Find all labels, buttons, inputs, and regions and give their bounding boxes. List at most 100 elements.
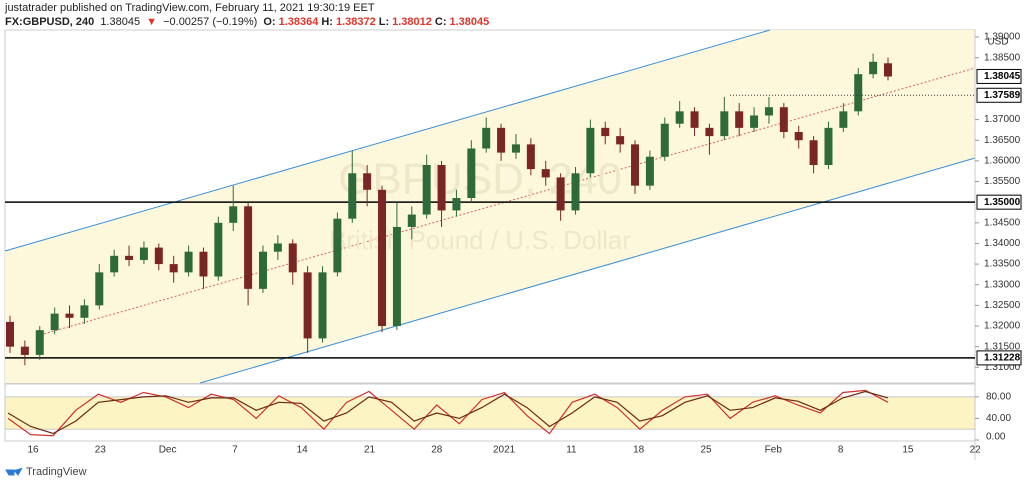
y-tick-label: 1.35500: [984, 176, 1021, 187]
y-tick-label: 1.33000: [984, 279, 1021, 290]
ohlc-value: 1.38045: [449, 16, 490, 28]
x-tick-label: 8: [838, 445, 844, 456]
logo: [5, 467, 23, 476]
ohlc-label: H:: [321, 16, 333, 28]
x-tick-label: 7: [232, 445, 238, 456]
candle-body: [229, 206, 238, 223]
candle-body: [95, 272, 104, 306]
candle-body: [139, 247, 148, 260]
watermark-sub: British Pound / U.S. Dollar: [329, 225, 631, 255]
candle-body: [214, 222, 223, 277]
ohlc-value: 1.38364: [278, 16, 319, 28]
price-label: 1.38045: [984, 71, 1021, 82]
candle-body: [333, 218, 342, 273]
publisher-line: justatrader published on TradingView.com…: [5, 2, 375, 14]
channel-fill: [5, 30, 975, 383]
candle-body: [660, 123, 669, 157]
candle-body: [392, 226, 401, 327]
candle-body: [154, 247, 163, 265]
price-label-box: [976, 350, 1022, 366]
candle-body: [526, 144, 535, 170]
candle-body: [378, 189, 387, 327]
ohlc-label: L:: [378, 16, 390, 28]
candle-body: [363, 173, 372, 190]
price-label: 1.31228: [984, 353, 1021, 364]
symbol-line: FX:GBPUSD, 240 1.38045 ▼ −0.00257 (−0.19…: [5, 16, 495, 28]
candle-body: [690, 111, 699, 128]
price-label-box: [976, 194, 1022, 210]
candle-body: [303, 272, 312, 339]
y-tick-label: 1.34000: [984, 238, 1021, 249]
candle-body: [125, 255, 134, 260]
x-tick-label: 21: [364, 445, 376, 456]
x-tick-label: 25: [700, 445, 712, 456]
ohlc: O: 1.38364 H: 1.38372 L: 1.38012 C: 1.38045: [263, 16, 492, 28]
candle-body: [65, 313, 74, 318]
candle-body: [273, 243, 282, 252]
ohlc-value: 1.38372: [335, 16, 376, 28]
candle-body: [511, 144, 520, 153]
candle-body: [720, 111, 729, 137]
candle-body: [705, 127, 714, 137]
candle-body: [437, 165, 446, 211]
candle-body: [318, 272, 327, 339]
candle-body: [631, 144, 640, 186]
candle-body: [80, 305, 89, 318]
price-label-box: [976, 68, 1022, 84]
candle-body: [497, 127, 506, 153]
x-tick-label: 22: [970, 445, 982, 456]
ohlc-label: C:: [434, 16, 447, 28]
osc-line: [7, 389, 889, 437]
y-tick-label: 1.38500: [984, 52, 1021, 63]
last-price: 1.38045: [100, 16, 141, 28]
symbol: FX:GBPUSD, 240: [5, 16, 95, 28]
channel-upper: [4, 29, 771, 252]
candle-body: [884, 63, 892, 77]
candle-body: [586, 127, 595, 174]
candle-body: [645, 156, 654, 186]
candle-body: [869, 61, 878, 75]
y-tick-label: 1.36000: [984, 156, 1021, 167]
candle-body: [794, 131, 803, 141]
y-tick-label: 1.32000: [984, 321, 1021, 332]
x-tick-label: Feb: [765, 445, 783, 456]
y-tick-label: 1.33500: [984, 259, 1021, 270]
x-tick-label: 15: [902, 445, 914, 456]
candle-body: [824, 127, 833, 166]
candle-body: [452, 198, 461, 211]
osc-line: [7, 390, 889, 435]
x-tick-label: 14: [297, 445, 309, 456]
candle-body: [541, 169, 550, 178]
candle-body: [35, 330, 44, 355]
y-tick-label: 1.32500: [984, 300, 1021, 311]
candle-body: [556, 177, 565, 211]
y-tick-label: 1.37000: [984, 114, 1021, 125]
candle-body: [601, 127, 610, 137]
x-tick-label: 11: [566, 445, 577, 456]
x-tick-label: 28: [431, 445, 443, 456]
osc-band: [4, 396, 976, 430]
y-tick-label: 1.36500: [984, 135, 1021, 146]
y-tick-label: 1.31500: [984, 341, 1021, 352]
candle-body: [50, 313, 59, 331]
y-tick-label: 1.31000: [984, 362, 1021, 373]
candle-body: [288, 243, 297, 273]
x-tick-label: Dec: [159, 445, 177, 456]
arrow: ▼: [146, 16, 158, 28]
y-tick-label: 80.00: [986, 392, 1011, 403]
x-tick-label: 18: [633, 445, 645, 456]
candle-body: [348, 173, 357, 219]
candle-body: [199, 251, 208, 277]
ohlc-value: 1.38012: [392, 16, 432, 28]
y-tick-label: 1.34500: [984, 217, 1021, 228]
candle-body: [571, 173, 580, 211]
candle-body: [779, 107, 788, 132]
brand: TradingView: [26, 466, 87, 478]
candle-body: [184, 251, 193, 273]
currency: USD: [987, 37, 1008, 48]
x-tick-label: 23: [95, 445, 107, 456]
y-tick-label: 1.39000: [984, 32, 1021, 43]
candle-body: [854, 74, 863, 112]
